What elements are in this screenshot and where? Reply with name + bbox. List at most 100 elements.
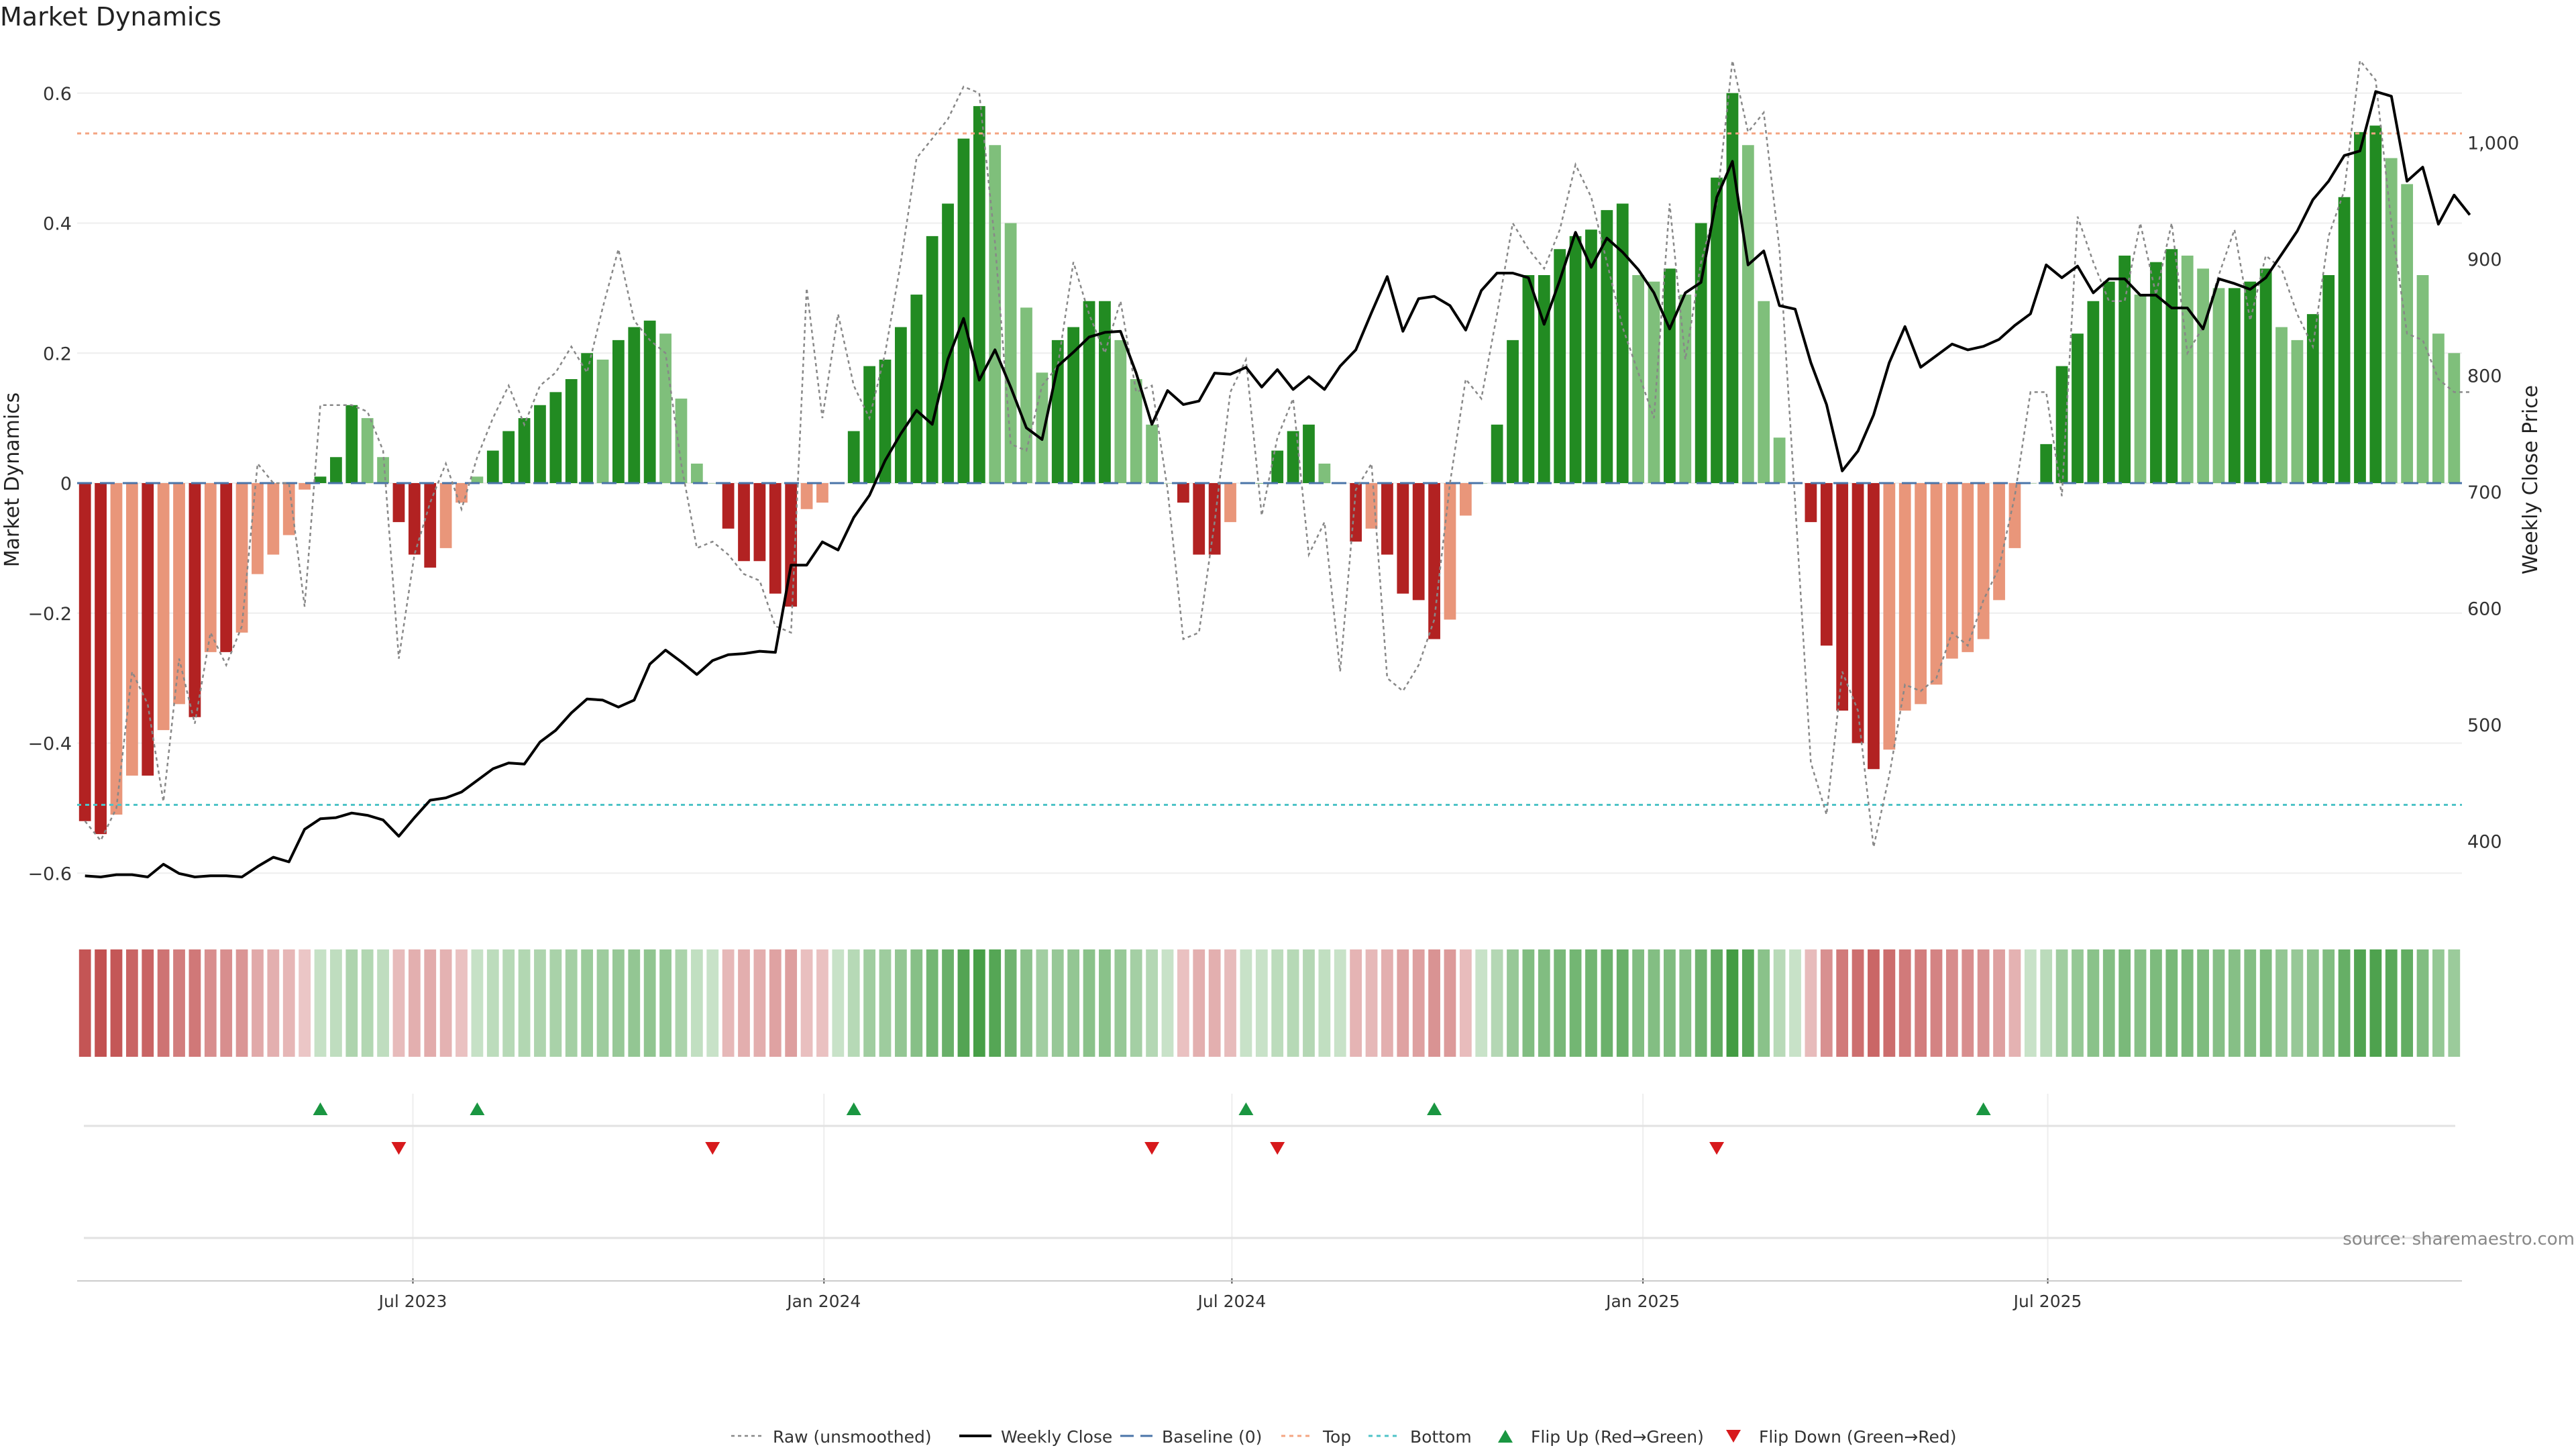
strip-cell: [1036, 949, 1049, 1057]
bar: [1993, 483, 2005, 601]
legend-item-bottom: Bottom: [1368, 1427, 1472, 1447]
bar: [408, 483, 421, 555]
bar: [345, 405, 358, 483]
strip-cell: [1146, 949, 1158, 1057]
strip-cell: [502, 949, 515, 1057]
bar: [1554, 249, 1566, 483]
flip-up-marker: [313, 1102, 328, 1115]
flip-markers: [313, 1102, 1991, 1155]
bar: [1711, 177, 1723, 483]
bar: [2102, 281, 2115, 483]
bar: [1805, 483, 1817, 523]
strip-cell: [973, 949, 985, 1057]
strip-cell: [408, 949, 421, 1057]
bar: [2008, 483, 2021, 548]
strip-cell: [1569, 949, 1582, 1057]
bar: [125, 483, 138, 776]
right-tick-label: 800: [2467, 366, 2502, 387]
strip-cell: [125, 949, 138, 1057]
strip-cell: [1711, 949, 1723, 1057]
bar: [738, 483, 750, 562]
y-axis-label-left: Market Dynamics: [1, 393, 24, 568]
bar: [910, 295, 923, 483]
strip-cell: [1177, 949, 1189, 1057]
strip-cell: [2369, 949, 2382, 1057]
strip-cell: [785, 949, 798, 1057]
legend-label: Baseline (0): [1162, 1427, 1262, 1447]
bar: [722, 483, 735, 529]
strip-cell: [675, 949, 688, 1057]
grid: [77, 92, 2462, 1282]
bar: [1741, 145, 1754, 483]
bar: [1036, 372, 1049, 483]
strip-cell: [2322, 949, 2335, 1057]
strip-cell: [2181, 949, 2194, 1057]
bar: [1193, 483, 1205, 555]
legend-label: Top: [1322, 1427, 1351, 1447]
strip-cell: [2416, 949, 2429, 1057]
strip-cell: [2040, 949, 2053, 1057]
bar: [1459, 483, 1472, 516]
bar: [471, 476, 484, 483]
bar: [706, 483, 719, 484]
left-tick-label: 0.4: [43, 214, 72, 235]
right-tick-label: 600: [2467, 599, 2502, 619]
strip-cell: [439, 949, 452, 1057]
bar: [1224, 483, 1236, 523]
strip-cell: [1193, 949, 1205, 1057]
raw-unsmoothed-line: [84, 58, 2470, 847]
strip-cell: [299, 949, 311, 1057]
legend-item-base: Baseline (0): [1120, 1427, 1262, 1447]
x-tick-label: Jul 2024: [1197, 1292, 1267, 1311]
strip-cell: [2385, 949, 2398, 1057]
strip-cell: [2275, 949, 2288, 1057]
strip-cell: [2197, 949, 2209, 1057]
bar: [1898, 483, 1911, 711]
strip-cell: [832, 949, 845, 1057]
bar: [392, 483, 405, 523]
strip-cell: [2024, 949, 2037, 1057]
strip-cell: [549, 949, 562, 1057]
strip-cell: [2055, 949, 2068, 1057]
strip-cell: [1868, 949, 1880, 1057]
bar: [2072, 333, 2084, 483]
bar: [2134, 295, 2147, 483]
bar: [1381, 483, 1393, 555]
strip-cell: [1491, 949, 1503, 1057]
bar: [330, 457, 342, 483]
legend-label: Bottom: [1410, 1427, 1472, 1447]
strip-cell: [1083, 949, 1095, 1057]
bar: [942, 203, 954, 483]
strip-cell: [1397, 949, 1409, 1057]
bar: [314, 476, 327, 483]
strip-cell: [1381, 949, 1393, 1057]
bar: [1695, 223, 1707, 483]
strip-cell: [1271, 949, 1284, 1057]
bar: [973, 106, 985, 483]
strip-cell: [1883, 949, 1896, 1057]
flip-down-marker: [1144, 1142, 1160, 1155]
left-tick-label: 0.2: [43, 344, 72, 364]
strip-cell: [800, 949, 813, 1057]
strip-cell: [753, 949, 766, 1057]
strip-cell: [1632, 949, 1645, 1057]
strip-cell: [942, 949, 954, 1057]
strip-cell: [1836, 949, 1849, 1057]
strip-cell: [1287, 949, 1299, 1057]
bar: [299, 483, 311, 490]
strip-cell: [1161, 949, 1174, 1057]
bar: [753, 483, 766, 562]
strip-cell: [2432, 949, 2445, 1057]
bar: [1648, 281, 1660, 483]
strip-cell: [455, 949, 468, 1057]
bar: [565, 379, 578, 483]
bar: [2212, 288, 2225, 483]
strip-cell: [1522, 949, 1535, 1057]
bar: [2165, 249, 2178, 483]
flip-up-marker: [470, 1102, 485, 1115]
strip-cell: [1303, 949, 1315, 1057]
axes: 0.6 0.4 0.2 0 −0.2 −0.4 −0.6 1,000 900 800 700 600 5…: [28, 84, 2519, 1311]
strip-cell: [1067, 949, 1080, 1057]
strip-cell: [534, 949, 546, 1057]
bars: [78, 93, 2461, 835]
